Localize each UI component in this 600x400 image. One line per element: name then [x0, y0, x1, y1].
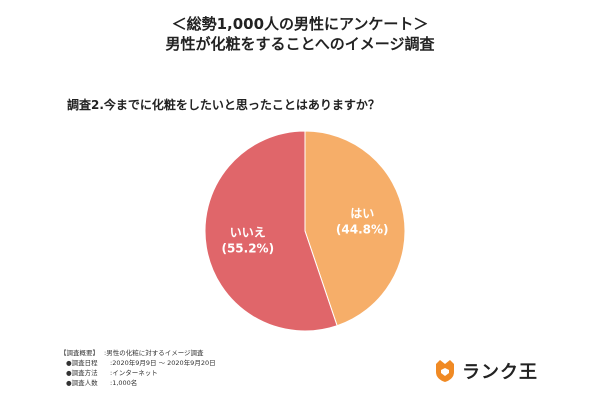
slice-percent-label: (55.2%): [221, 241, 274, 255]
slice-percent-label: (44.8%): [336, 223, 389, 237]
survey-heading: 【調査概要】: [60, 349, 99, 357]
survey-row-value: :1,000名: [110, 379, 138, 387]
survey-heading-row: 【調査概要】 :男性の化粧に対するイメージ調査: [60, 348, 216, 358]
pie-slices: [204, 130, 406, 332]
rankoh-logo: ランク王: [432, 358, 538, 384]
survey-row-label: ●調査人数: [66, 379, 98, 387]
pie-slice-2: [204, 130, 338, 332]
pie-labels: はい (44.8%) いいえ (55.2%): [221, 207, 388, 256]
survey-row-value: :インターネット: [110, 369, 158, 377]
pie-slice-1: [304, 130, 406, 327]
slice-label: はい: [350, 207, 374, 221]
crown-shield-icon: [436, 360, 454, 382]
survey-overview: 【調査概要】 :男性の化粧に対するイメージ調査 ●調査日程 :2020年9月9日 〜…: [60, 348, 216, 388]
survey-row: ●調査人数 :1,000名: [60, 378, 216, 388]
slice-label: いいえ: [230, 225, 266, 239]
logo-text: ランク王: [462, 362, 538, 383]
question-text: 調査2.今までに化粧をしたいと思ったことはありますか？: [67, 98, 380, 112]
survey-row: ●調査日程 :2020年9月9日 〜 2020年9月20日: [60, 358, 216, 368]
survey-heading-value: :男性の化粧に対するイメージ調査: [104, 349, 204, 357]
survey-row-label: ●調査日程: [66, 359, 98, 367]
survey-row-value: :2020年9月9日 〜 2020年9月20日: [110, 359, 216, 367]
survey-row-label: ●調査方法: [66, 369, 98, 377]
chart-title: ＜総勢1,000人の男性にアンケート＞ 男性が化粧をすることへのイメージ調査: [0, 14, 600, 54]
title-line-2: 男性が化粧をすることへのイメージ調査: [165, 35, 435, 53]
survey-row: ●調査方法 :インターネット: [60, 368, 216, 378]
title-line-1: ＜総勢1,000人の男性にアンケート＞: [171, 15, 429, 33]
